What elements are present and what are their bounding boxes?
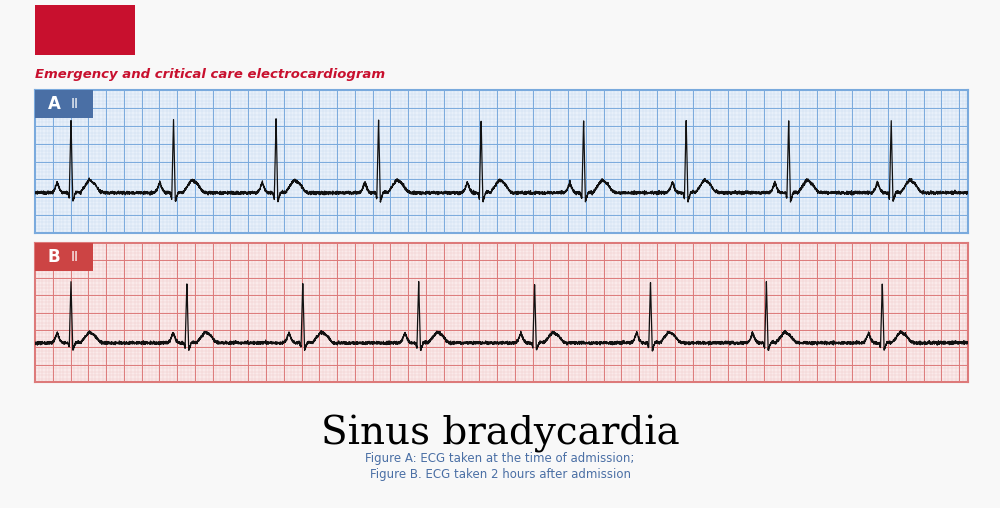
Text: Emergency and critical care electrocardiogram: Emergency and critical care electrocardi… — [35, 68, 385, 81]
Text: A: A — [48, 95, 61, 113]
Text: Sinus bradycardia: Sinus bradycardia — [321, 415, 679, 453]
Text: II: II — [71, 97, 79, 111]
Bar — [35, 5, 135, 55]
Text: II: II — [71, 250, 79, 264]
Text: Figure A: ECG taken at the time of admission;: Figure A: ECG taken at the time of admis… — [365, 452, 635, 465]
Text: B: B — [48, 248, 60, 266]
Text: Figure B. ECG taken 2 hours after admission: Figure B. ECG taken 2 hours after admiss… — [370, 468, 631, 481]
